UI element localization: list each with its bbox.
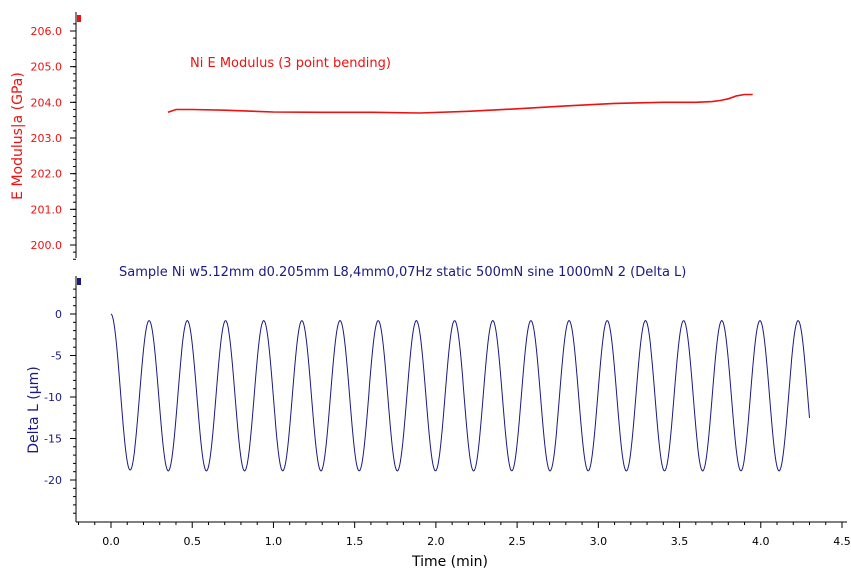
modulus-title: Ni E Modulus (3 point bending): [190, 56, 391, 71]
delta-title: Sample Ni w5.12mm d0.205mm L8,4mm0,07Hz …: [119, 265, 686, 280]
delta-panel-marker: [77, 278, 81, 285]
modulus-panel: 200.0 201.0 202.0 203.0 204.0 205.0 206.0 Ni E…: [10, 12, 753, 260]
x-ticks: 0.0 0.5 1.0 1.5 2.0 2.5 3.0 3.5 4.0 4.5: [78, 522, 851, 548]
modulus-y-label: E Modulus|a (GPa): [10, 72, 26, 200]
x-tick-label: 2.5: [508, 535, 526, 548]
y-tick-label: 203.0: [31, 132, 63, 145]
x-tick-label: 4.0: [752, 535, 770, 548]
y-tick-label: -10: [44, 391, 62, 404]
x-tick-label: 3.5: [671, 535, 689, 548]
x-tick-label: 4.5: [833, 535, 851, 548]
y-tick-label: -5: [51, 350, 62, 363]
x-tick-label: 1.5: [346, 535, 364, 548]
y-tick-label: 205.0: [31, 61, 63, 74]
y-tick-label: 0: [55, 308, 62, 321]
y-tick-label: 202.0: [31, 168, 63, 181]
x-tick-label: 0.5: [183, 535, 201, 548]
y-tick-label: 201.0: [31, 203, 63, 216]
delta-panel: 0 -5 -10 -15 -20 Sample Ni w5.12mm d0.205mm …: [26, 265, 810, 522]
x-tick-label: 2.0: [427, 535, 445, 548]
time-x-axis: 0.0 0.5 1.0 1.5 2.0 2.5 3.0 3.5 4.0 4.5 Time (min…: [76, 521, 851, 569]
y-tick-label: -15: [44, 433, 62, 446]
modulus-y-ticks: 200.0 201.0 202.0 203.0 204.0 205.0 206.0: [31, 23, 76, 260]
delta-y-ticks: 0 -5 -10 -15 -20: [44, 288, 76, 514]
modulus-panel-marker: [77, 15, 81, 22]
x-axis-label: Time (min): [411, 554, 488, 569]
delta-y-label: Delta L (µm): [26, 366, 42, 454]
x-tick-label: 0.0: [102, 535, 120, 548]
x-tick-label: 3.0: [590, 535, 608, 548]
y-tick-label: 206.0: [31, 25, 63, 38]
x-tick-label: 1.0: [265, 535, 283, 548]
y-tick-label: 200.0: [31, 239, 63, 252]
modulus-series-line: [167, 93, 753, 114]
y-tick-label: -20: [44, 474, 62, 487]
y-tick-label: 204.0: [31, 96, 63, 109]
delta-series-line: [110, 313, 810, 472]
